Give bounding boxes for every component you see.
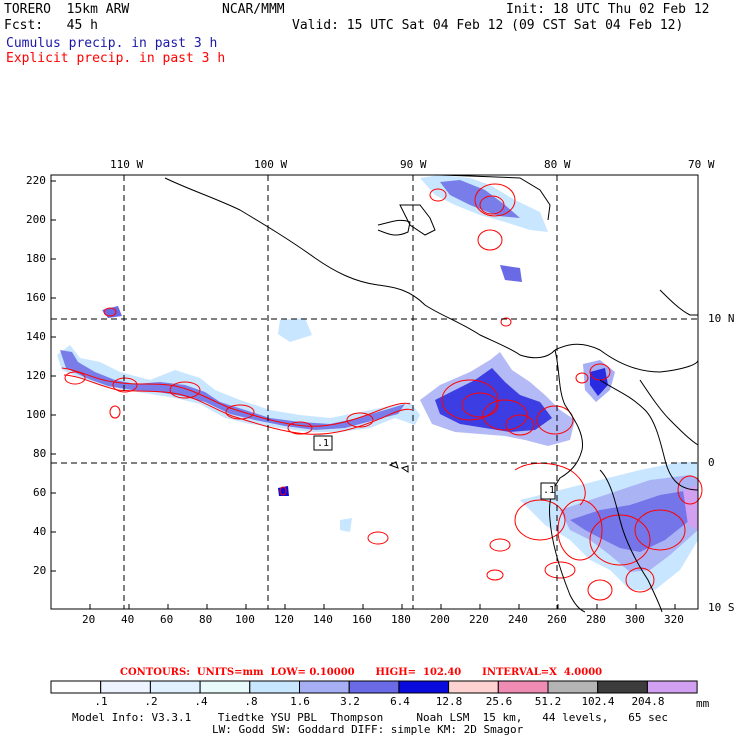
colorbar-label: .8	[244, 695, 258, 708]
x-tick-label: 80	[199, 613, 213, 626]
colorbar-label: .2	[144, 695, 158, 708]
colorbar-label: 204.8	[631, 695, 665, 708]
contour-label-box	[540, 482, 556, 500]
lon-label: 90 W	[400, 158, 427, 171]
x-tick-label: 300	[625, 613, 645, 626]
plot-frame	[50, 174, 699, 610]
y-tick-label: 160	[26, 291, 46, 304]
colorbar-label: 1.6	[290, 695, 310, 708]
lat-label: 0	[708, 456, 715, 469]
forecast-hour: Fcst: 45 h	[4, 18, 98, 33]
contour-label: .1	[543, 485, 556, 496]
x-tick-label: 120	[274, 613, 294, 626]
init-time: Init: 18 UTC Thu 02 Feb 12	[506, 2, 710, 17]
lat-label: 10 N	[708, 312, 735, 325]
colorbar-units: mm	[696, 697, 710, 710]
graticule	[51, 175, 698, 609]
y-tick-label: 80	[33, 447, 47, 460]
model-info-line1: Model Info: V3.3.1 Tiedtke YSU PBL Thomp…	[72, 711, 669, 724]
org-name: NCAR/MMM	[222, 2, 285, 17]
x-tick-label: 20	[82, 613, 96, 626]
lon-label: 100 W	[254, 158, 288, 171]
y-tick-label: 220	[26, 174, 46, 187]
colorbar-label: 25.6	[485, 695, 513, 708]
legend-explicit: Explicit precip. in past 3 h	[6, 51, 226, 66]
colorbar-swatch	[398, 680, 450, 694]
axis-ticks	[51, 180, 676, 609]
model-info-line2: LW: Godd SW: Goddard DIFF: simple KM: 2D…	[212, 723, 524, 736]
contour-label-box	[313, 435, 333, 451]
colorbar-swatch	[100, 680, 151, 694]
y-tick-label: 100	[26, 408, 46, 421]
contours-info: CONTOURS: UNITS=mm LOW= 0.10000 HIGH= 10…	[120, 667, 603, 678]
model-title: TORERO 15km ARW	[4, 2, 130, 17]
x-tick-label: 260	[547, 613, 567, 626]
x-tick-label: 100	[235, 613, 255, 626]
x-tick-label: 40	[121, 613, 135, 626]
colorbar-swatch	[249, 680, 301, 694]
x-tick-label: 200	[430, 613, 450, 626]
x-tick-label: 160	[352, 613, 372, 626]
colorbar-swatch	[448, 680, 499, 694]
y-tick-label: 60	[33, 486, 47, 499]
y-tick-label: 20	[33, 564, 47, 577]
colorbar-label: 6.4	[390, 695, 410, 708]
y-tick-label: 120	[26, 369, 46, 382]
colorbar-swatch	[149, 680, 201, 694]
y-tick-label: 180	[26, 252, 46, 265]
x-tick-label: 320	[664, 613, 684, 626]
y-tick-label: 200	[26, 213, 46, 226]
coastlines	[164, 174, 699, 613]
colorbar-swatch	[199, 680, 251, 694]
x-tick-label: 220	[469, 613, 489, 626]
lon-label: 80 W	[544, 158, 571, 171]
y-tick-label: 40	[33, 525, 47, 538]
colorbar-swatch	[547, 680, 599, 694]
colorbar-label: 102.4	[581, 695, 615, 708]
colorbar-swatch	[597, 680, 648, 694]
colorbar-swatch	[646, 680, 698, 694]
x-tick-label: 280	[586, 613, 606, 626]
lon-label: 110 W	[110, 158, 144, 171]
colorbar-swatch	[348, 680, 400, 694]
x-tick-label: 240	[508, 613, 528, 626]
explicit-precip-contours	[61, 183, 703, 601]
colorbar-swatch	[497, 680, 549, 694]
colorbar-label: 12.8	[435, 695, 463, 708]
colorbar-swatch	[50, 680, 102, 694]
legend-cumulus: Cumulus precip. in past 3 h	[6, 36, 218, 51]
colorbar-swatch	[299, 680, 350, 694]
contour-label: .1	[317, 438, 330, 449]
lon-label: 70 W	[688, 158, 715, 171]
x-tick-label: 140	[313, 613, 333, 626]
colorbar-label: 3.2	[340, 695, 360, 708]
colorbar-label: .4	[194, 695, 208, 708]
y-tick-label: 140	[26, 330, 46, 343]
valid-time: Valid: 15 UTC Sat 04 Feb 12 (09 CST Sat …	[292, 18, 684, 33]
x-tick-label: 60	[160, 613, 174, 626]
colorbar-label: .1	[94, 695, 108, 708]
lat-label: 10 S	[708, 601, 735, 614]
x-tick-label: 180	[391, 613, 411, 626]
colorbar-label: 51.2	[534, 695, 562, 708]
